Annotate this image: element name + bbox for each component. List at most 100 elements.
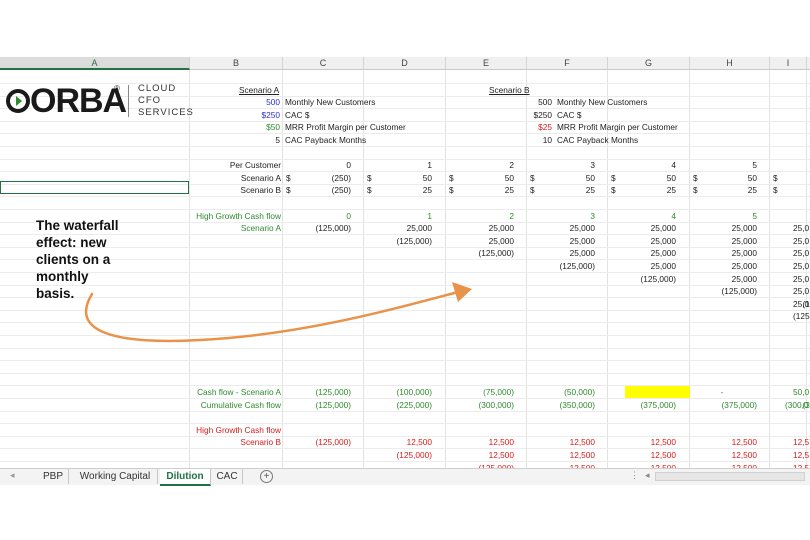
column-header-c[interactable]: C [283, 57, 364, 70]
scenario-b-label[interactable]: Monthly New Customers [557, 97, 648, 108]
waterfall-value-b[interactable]: 12,500 [569, 450, 595, 460]
scenario-b-value[interactable]: $250 [533, 109, 552, 120]
per-customer-value[interactable]: 50 [504, 172, 514, 183]
waterfall-value[interactable]: 25,000 [731, 223, 757, 234]
waterfall-value[interactable]: 25,0 [793, 223, 810, 234]
scenario-a-label[interactable]: CAC Payback Months [285, 135, 367, 145]
waterfall-value-b[interactable]: 12,500 [406, 437, 432, 448]
cumulative-value[interactable]: (375,000) [640, 399, 676, 410]
waterfall-value-b[interactable]: 12,500 [731, 450, 757, 460]
column-header-j[interactable]: J [807, 57, 810, 70]
scenario-a-title[interactable]: Scenario A [239, 84, 280, 95]
cumulative-value[interactable]: (225,000) [396, 399, 432, 410]
per-customer-value[interactable]: 50 [778, 172, 810, 184]
waterfall-value[interactable]: 25,000 [731, 235, 757, 246]
column-header-a[interactable]: A [0, 57, 190, 70]
per-customer-value[interactable]: 25 [585, 185, 595, 196]
waterfall-value[interactable]: (125,0 [793, 311, 810, 322]
waterfall-value[interactable]: 25,000 [569, 248, 595, 259]
cumulative-value[interactable]: (300,000) [478, 399, 514, 410]
scenario-a-value[interactable]: $250 [261, 109, 280, 120]
month-number[interactable]: 4 [671, 210, 676, 221]
waterfall-value[interactable]: 25,000 [650, 223, 676, 234]
sheet-tab-dilution[interactable]: Dilution [160, 469, 211, 486]
waterfall-value[interactable]: 25,0 [793, 261, 810, 271]
currency-sign[interactable]: $ [530, 185, 535, 196]
scenario-a-value[interactable]: 5 [275, 135, 280, 145]
cumulative-label[interactable]: Cumulative Cash flow [200, 399, 281, 410]
waterfall-value-b[interactable]: 12,500 [569, 437, 595, 448]
per-customer-value[interactable]: 50 [666, 172, 676, 183]
per-customer-label[interactable]: Per Customer [229, 160, 281, 171]
cumulative-value[interactable]: (350,000) [559, 399, 595, 410]
tab-scroll-left-icon[interactable]: ◂ [10, 470, 15, 480]
currency-sign[interactable]: $ [530, 172, 535, 183]
per-customer-value[interactable]: 25 [747, 185, 757, 196]
waterfall-value[interactable]: 25,000 [569, 235, 595, 246]
waterfall-value[interactable]: (125,000) [640, 273, 676, 284]
waterfall-value[interactable]: 25,000 [488, 235, 514, 246]
scenario-a-value[interactable]: $50 [266, 122, 280, 133]
waterfall-value-b[interactable]: 12,500 [488, 437, 514, 448]
cashflow-label[interactable]: Cash flow - Scenario A [197, 387, 281, 397]
month-number[interactable]: 6 [778, 210, 810, 222]
waterfall-value-b[interactable]: 12,500 [606, 462, 676, 474]
highlighted-cell[interactable] [625, 386, 690, 398]
cashflow-value[interactable]: (50,000) [564, 387, 595, 397]
currency-sign[interactable]: $ [693, 185, 698, 196]
month-number[interactable]: 1 [427, 210, 432, 221]
waterfall-value[interactable]: 25,000 [488, 223, 514, 234]
waterfall-value-b[interactable]: (125,000) [315, 437, 351, 448]
waterfall-value-b[interactable]: 12,500 [488, 450, 514, 460]
waterfall-value[interactable]: 25,000 [731, 261, 757, 271]
scenario-b-label[interactable]: CAC $ [557, 109, 582, 120]
currency-sign[interactable]: $ [611, 172, 616, 183]
currency-sign[interactable]: $ [449, 172, 454, 183]
scenario-a-label[interactable]: MRR Profit Margin per Customer [285, 122, 406, 133]
per-customer-value[interactable]: (250) [331, 185, 351, 196]
waterfall-value-b[interactable]: 12,5 [793, 437, 810, 448]
month-number[interactable]: 0 [346, 210, 351, 221]
high-growth-header-a[interactable]: High Growth Cash flow [196, 210, 281, 221]
waterfall-value[interactable]: (125,000) [559, 261, 595, 271]
waterfall-value-b[interactable]: 12,500 [650, 437, 676, 448]
waterfall-value[interactable]: 25,0 [793, 248, 810, 259]
high-growth-header-b[interactable]: High Growth Cash flow [196, 424, 281, 435]
sheet-tab-cac[interactable]: CAC [212, 469, 243, 484]
currency-sign[interactable]: $ [286, 172, 291, 183]
month-number[interactable]: 2 [509, 160, 514, 171]
waterfall-value-b[interactable]: (125,000) [444, 462, 514, 474]
waterfall-value-b[interactable]: 12,500 [731, 437, 757, 448]
horizontal-scrollbar[interactable] [655, 472, 805, 481]
waterfall-value[interactable]: 25,000 [569, 223, 595, 234]
waterfall-value[interactable]: 25,000 [650, 248, 676, 259]
month-number[interactable]: 0 [346, 160, 351, 171]
waterfall-value[interactable]: 25,000 [731, 273, 757, 284]
column-header-g[interactable]: G [608, 57, 690, 70]
month-number[interactable]: 5 [752, 160, 757, 171]
row-label[interactable]: Scenario B [240, 185, 281, 196]
tab-options-icon[interactable]: ⋮ [630, 470, 639, 480]
currency-sign[interactable]: $ [693, 172, 698, 183]
waterfall-value-b[interactable]: 12,500 [525, 462, 595, 474]
month-number[interactable]: 4 [671, 160, 676, 171]
cumulative-value[interactable]: (375,000) [721, 399, 757, 410]
column-header-i[interactable]: I [770, 57, 807, 70]
cashflow-value[interactable]: (100,000) [396, 387, 432, 397]
month-number[interactable]: 6 [778, 159, 810, 171]
sheet-tab-pbp[interactable]: PBP [38, 469, 69, 484]
column-header-b[interactable]: B [190, 57, 283, 70]
waterfall-value[interactable]: 25,000 [731, 248, 757, 259]
scenario-a-value[interactable]: 500 [266, 97, 280, 108]
waterfall-value[interactable]: (125,000) [721, 286, 757, 297]
waterfall-value[interactable]: (125,000) [396, 235, 432, 246]
currency-sign[interactable]: $ [611, 185, 616, 196]
add-sheet-icon[interactable]: + [260, 470, 273, 483]
waterfall-value[interactable]: 25,000 [650, 235, 676, 246]
cumulative-value[interactable]: (300,0 [785, 399, 809, 410]
per-customer-value[interactable]: 50 [585, 172, 595, 183]
waterfall-value[interactable]: 25,0 [793, 298, 810, 309]
per-customer-value[interactable]: 25 [778, 184, 810, 196]
row-label[interactable]: Scenario A [240, 172, 281, 183]
currency-sign[interactable]: $ [367, 185, 372, 196]
